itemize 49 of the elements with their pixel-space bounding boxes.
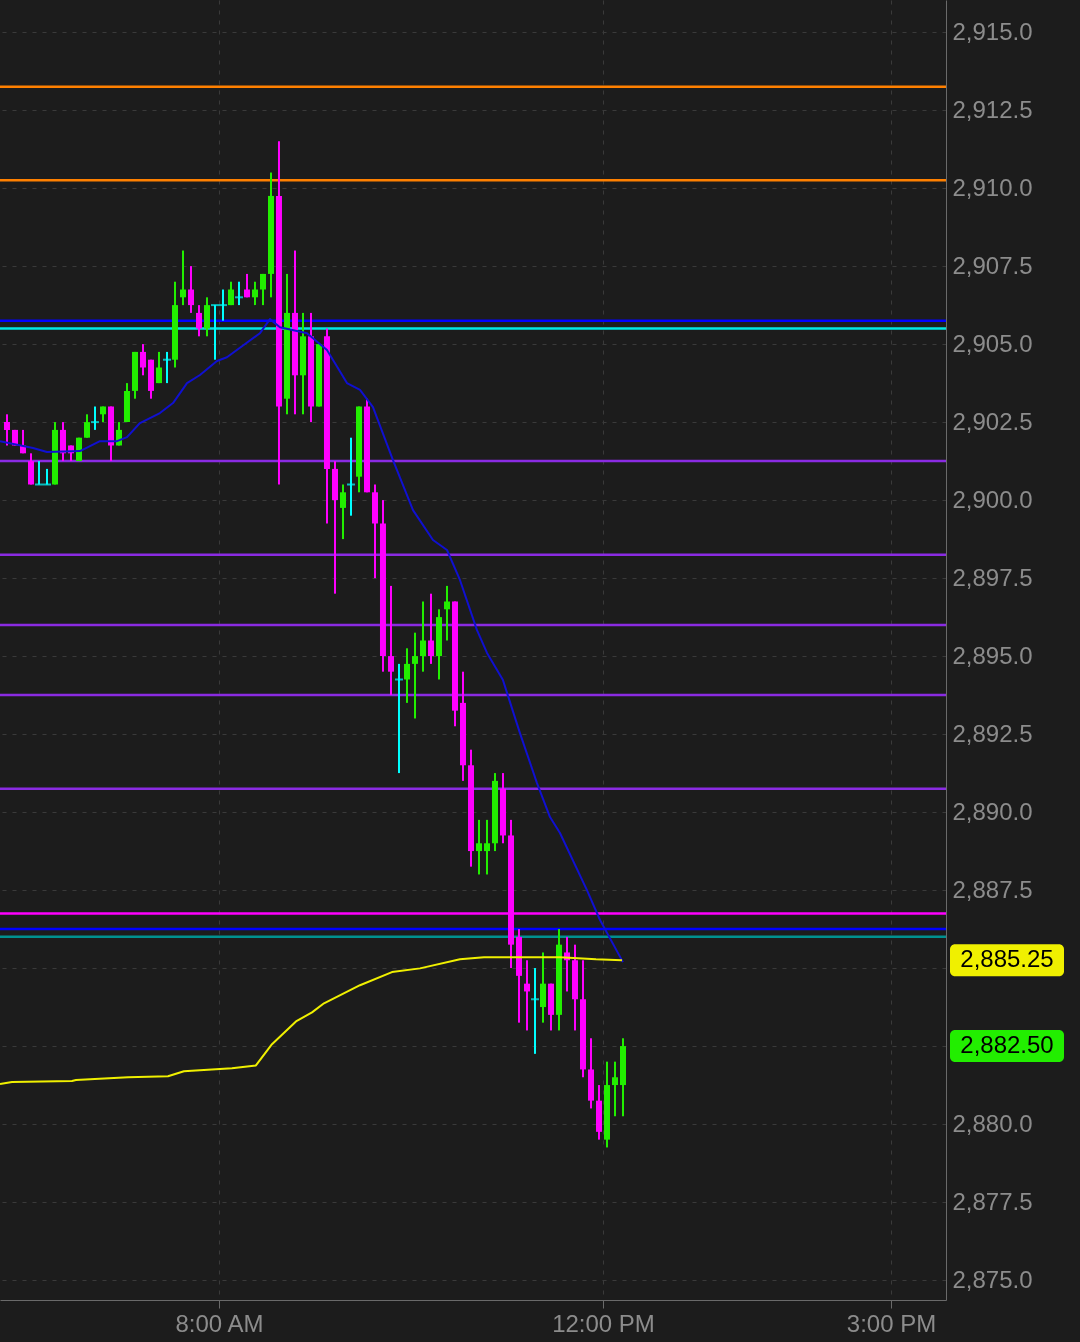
x-tick-label: 3:00 PM: [846, 1309, 937, 1337]
y-tick-label: 2,905.0: [952, 329, 1033, 357]
y-tick-label: 2,907.5: [952, 251, 1033, 279]
line-series: [0, 318, 624, 964]
candlestick: [387, 584, 394, 697]
candlestick: [530, 967, 539, 1055]
candlestick: [234, 280, 243, 307]
candlestick: [155, 350, 162, 385]
candlestick: [187, 265, 194, 314]
candlestick: [90, 405, 99, 431]
y-tick-label: 2,900.0: [952, 485, 1033, 513]
candlestick: [3, 413, 10, 447]
y-tick-label: 2,910.0: [952, 173, 1033, 201]
y-tick-label: 2,880.0: [952, 1109, 1033, 1137]
candlestick: [27, 452, 34, 486]
candlestick: [346, 436, 355, 517]
candlestick: [139, 343, 146, 377]
candlestick: [411, 631, 418, 720]
candlestick: [539, 951, 546, 1024]
candlestick: [611, 1060, 618, 1118]
candlestick: [162, 350, 171, 385]
candlestick: [339, 483, 346, 541]
y-tick-label: 2,912.5: [952, 95, 1033, 123]
candlestick: [427, 592, 434, 665]
candlestick: [203, 296, 210, 338]
y-tick-label: 2,875.0: [952, 1265, 1033, 1293]
y-tick-label: 2,887.5: [952, 875, 1033, 903]
x-tick-label: 8:00 AM: [175, 1309, 264, 1337]
y-tick-label: 2,892.5: [952, 719, 1033, 747]
candlestick: [483, 818, 490, 876]
candlestick: [443, 584, 450, 642]
candlestick: [83, 413, 90, 439]
candlestick: [195, 304, 202, 338]
y-tick-label: 2,915.0: [952, 17, 1033, 45]
text: 2,885.25: [960, 945, 1054, 973]
y-tick-label: 2,895.0: [952, 641, 1033, 669]
candlestick: [394, 662, 403, 775]
line-series: [0, 956, 623, 1086]
text: 2,882.50: [960, 1031, 1054, 1059]
candlestick: [59, 421, 66, 463]
candlestick: [259, 272, 266, 307]
y-tick-label: 2,902.5: [952, 407, 1033, 435]
candlestick: [403, 647, 410, 704]
y-tick-label: 2,877.5: [952, 1187, 1033, 1215]
candlestick: [419, 600, 426, 673]
y-tick-label: 2,890.0: [952, 797, 1033, 825]
x-tick-label: 12:00 PM: [552, 1309, 655, 1337]
y-tick-label: 2,897.5: [952, 563, 1033, 591]
candlestick: [475, 818, 482, 876]
